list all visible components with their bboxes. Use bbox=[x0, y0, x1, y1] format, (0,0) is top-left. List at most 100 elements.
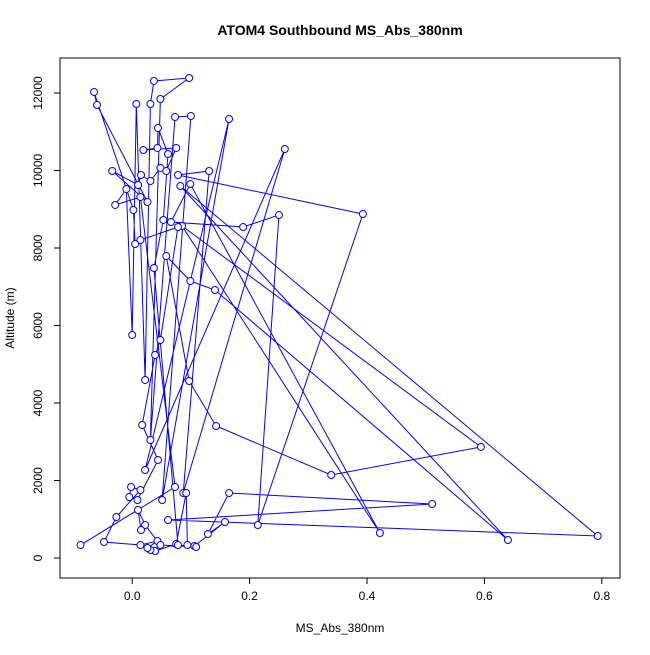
y-tick-label: 0 bbox=[31, 554, 45, 561]
data-point bbox=[173, 541, 182, 550]
data-point bbox=[108, 166, 117, 175]
data-point bbox=[186, 277, 195, 286]
data-point bbox=[166, 217, 175, 226]
data-point bbox=[239, 222, 248, 231]
data-point bbox=[129, 205, 138, 214]
data-point bbox=[139, 145, 148, 154]
y-tick-label: 12000 bbox=[31, 76, 45, 110]
data-point bbox=[185, 73, 194, 82]
data-point bbox=[205, 166, 214, 175]
y-tick-label: 4000 bbox=[31, 389, 45, 416]
data-point bbox=[203, 530, 212, 539]
data-point bbox=[143, 197, 152, 206]
data-point bbox=[151, 350, 160, 359]
data-point bbox=[153, 143, 162, 152]
data-point bbox=[210, 286, 219, 295]
y-tick-label: 8000 bbox=[31, 234, 45, 261]
data-point bbox=[503, 535, 512, 544]
data-point bbox=[143, 544, 152, 553]
data-point bbox=[134, 505, 143, 514]
data-point bbox=[253, 520, 262, 529]
data-point bbox=[159, 215, 168, 224]
data-point bbox=[182, 489, 191, 498]
data-point bbox=[154, 123, 163, 132]
data-point bbox=[185, 376, 194, 385]
plot-frame bbox=[59, 57, 621, 579]
data-point bbox=[171, 483, 180, 492]
data-point bbox=[192, 542, 201, 551]
data-point bbox=[327, 470, 336, 479]
x-tick-label: 0.4 bbox=[359, 589, 376, 603]
data-point bbox=[138, 421, 147, 430]
data-point bbox=[100, 538, 109, 547]
data-point bbox=[156, 335, 165, 344]
data-point bbox=[156, 541, 165, 550]
data-point bbox=[186, 112, 195, 121]
data-point bbox=[158, 495, 167, 504]
data-point bbox=[176, 181, 185, 190]
x-tick-label: 0.8 bbox=[593, 589, 610, 603]
data-point bbox=[154, 456, 163, 465]
y-tick-label: 10000 bbox=[31, 153, 45, 187]
data-point bbox=[90, 87, 99, 96]
data-point bbox=[141, 520, 150, 529]
data-point bbox=[76, 541, 85, 550]
data-point bbox=[225, 489, 234, 498]
data-point bbox=[172, 143, 181, 152]
data-point bbox=[137, 525, 146, 534]
data-point bbox=[141, 375, 150, 384]
data-point bbox=[141, 466, 150, 475]
data-point bbox=[136, 485, 145, 494]
data-point bbox=[162, 251, 171, 260]
data-point bbox=[225, 114, 234, 123]
data-point bbox=[131, 240, 140, 249]
y-tick-label: 2000 bbox=[31, 467, 45, 494]
data-point bbox=[280, 144, 289, 153]
data-point bbox=[92, 101, 101, 110]
data-point bbox=[146, 176, 155, 185]
data-point bbox=[122, 184, 131, 193]
x-axis-label: MS_Abs_380nm bbox=[296, 621, 385, 635]
data-point bbox=[164, 149, 173, 158]
data-point bbox=[162, 166, 171, 175]
x-tick-label: 0.6 bbox=[476, 589, 493, 603]
data-point bbox=[111, 200, 120, 209]
data-point bbox=[137, 170, 146, 179]
data-point bbox=[173, 222, 182, 231]
y-axis-label: Altitude (m) bbox=[3, 287, 17, 348]
data-point bbox=[164, 515, 173, 524]
data-point bbox=[149, 76, 158, 85]
data-point bbox=[146, 99, 155, 108]
data-point bbox=[173, 170, 182, 179]
data-point bbox=[134, 180, 143, 189]
data-point bbox=[125, 493, 134, 502]
y-tick-label: 6000 bbox=[31, 312, 45, 339]
data-point bbox=[112, 513, 121, 522]
x-tick-label: 0.2 bbox=[241, 589, 258, 603]
data-point bbox=[136, 236, 145, 245]
data-point bbox=[358, 210, 367, 219]
x-tick-label: 0.0 bbox=[124, 589, 141, 603]
data-point bbox=[220, 518, 229, 527]
data-point bbox=[128, 330, 137, 339]
data-point bbox=[136, 541, 145, 550]
data-point bbox=[132, 99, 141, 108]
data-point bbox=[149, 263, 158, 272]
data-point bbox=[133, 495, 142, 504]
data-point bbox=[593, 531, 602, 540]
data-point bbox=[171, 113, 180, 122]
data-point bbox=[127, 483, 136, 492]
data-point bbox=[476, 442, 485, 451]
data-point bbox=[186, 180, 195, 189]
data-point bbox=[375, 529, 384, 538]
data-point bbox=[156, 94, 165, 103]
data-point bbox=[146, 436, 155, 445]
data-point bbox=[274, 211, 283, 220]
data-point bbox=[136, 192, 145, 201]
data-point bbox=[183, 541, 192, 550]
chart-title: ATOM4 Southbound MS_Abs_380nm bbox=[217, 22, 462, 38]
data-point bbox=[212, 422, 221, 431]
data-point bbox=[428, 499, 437, 508]
